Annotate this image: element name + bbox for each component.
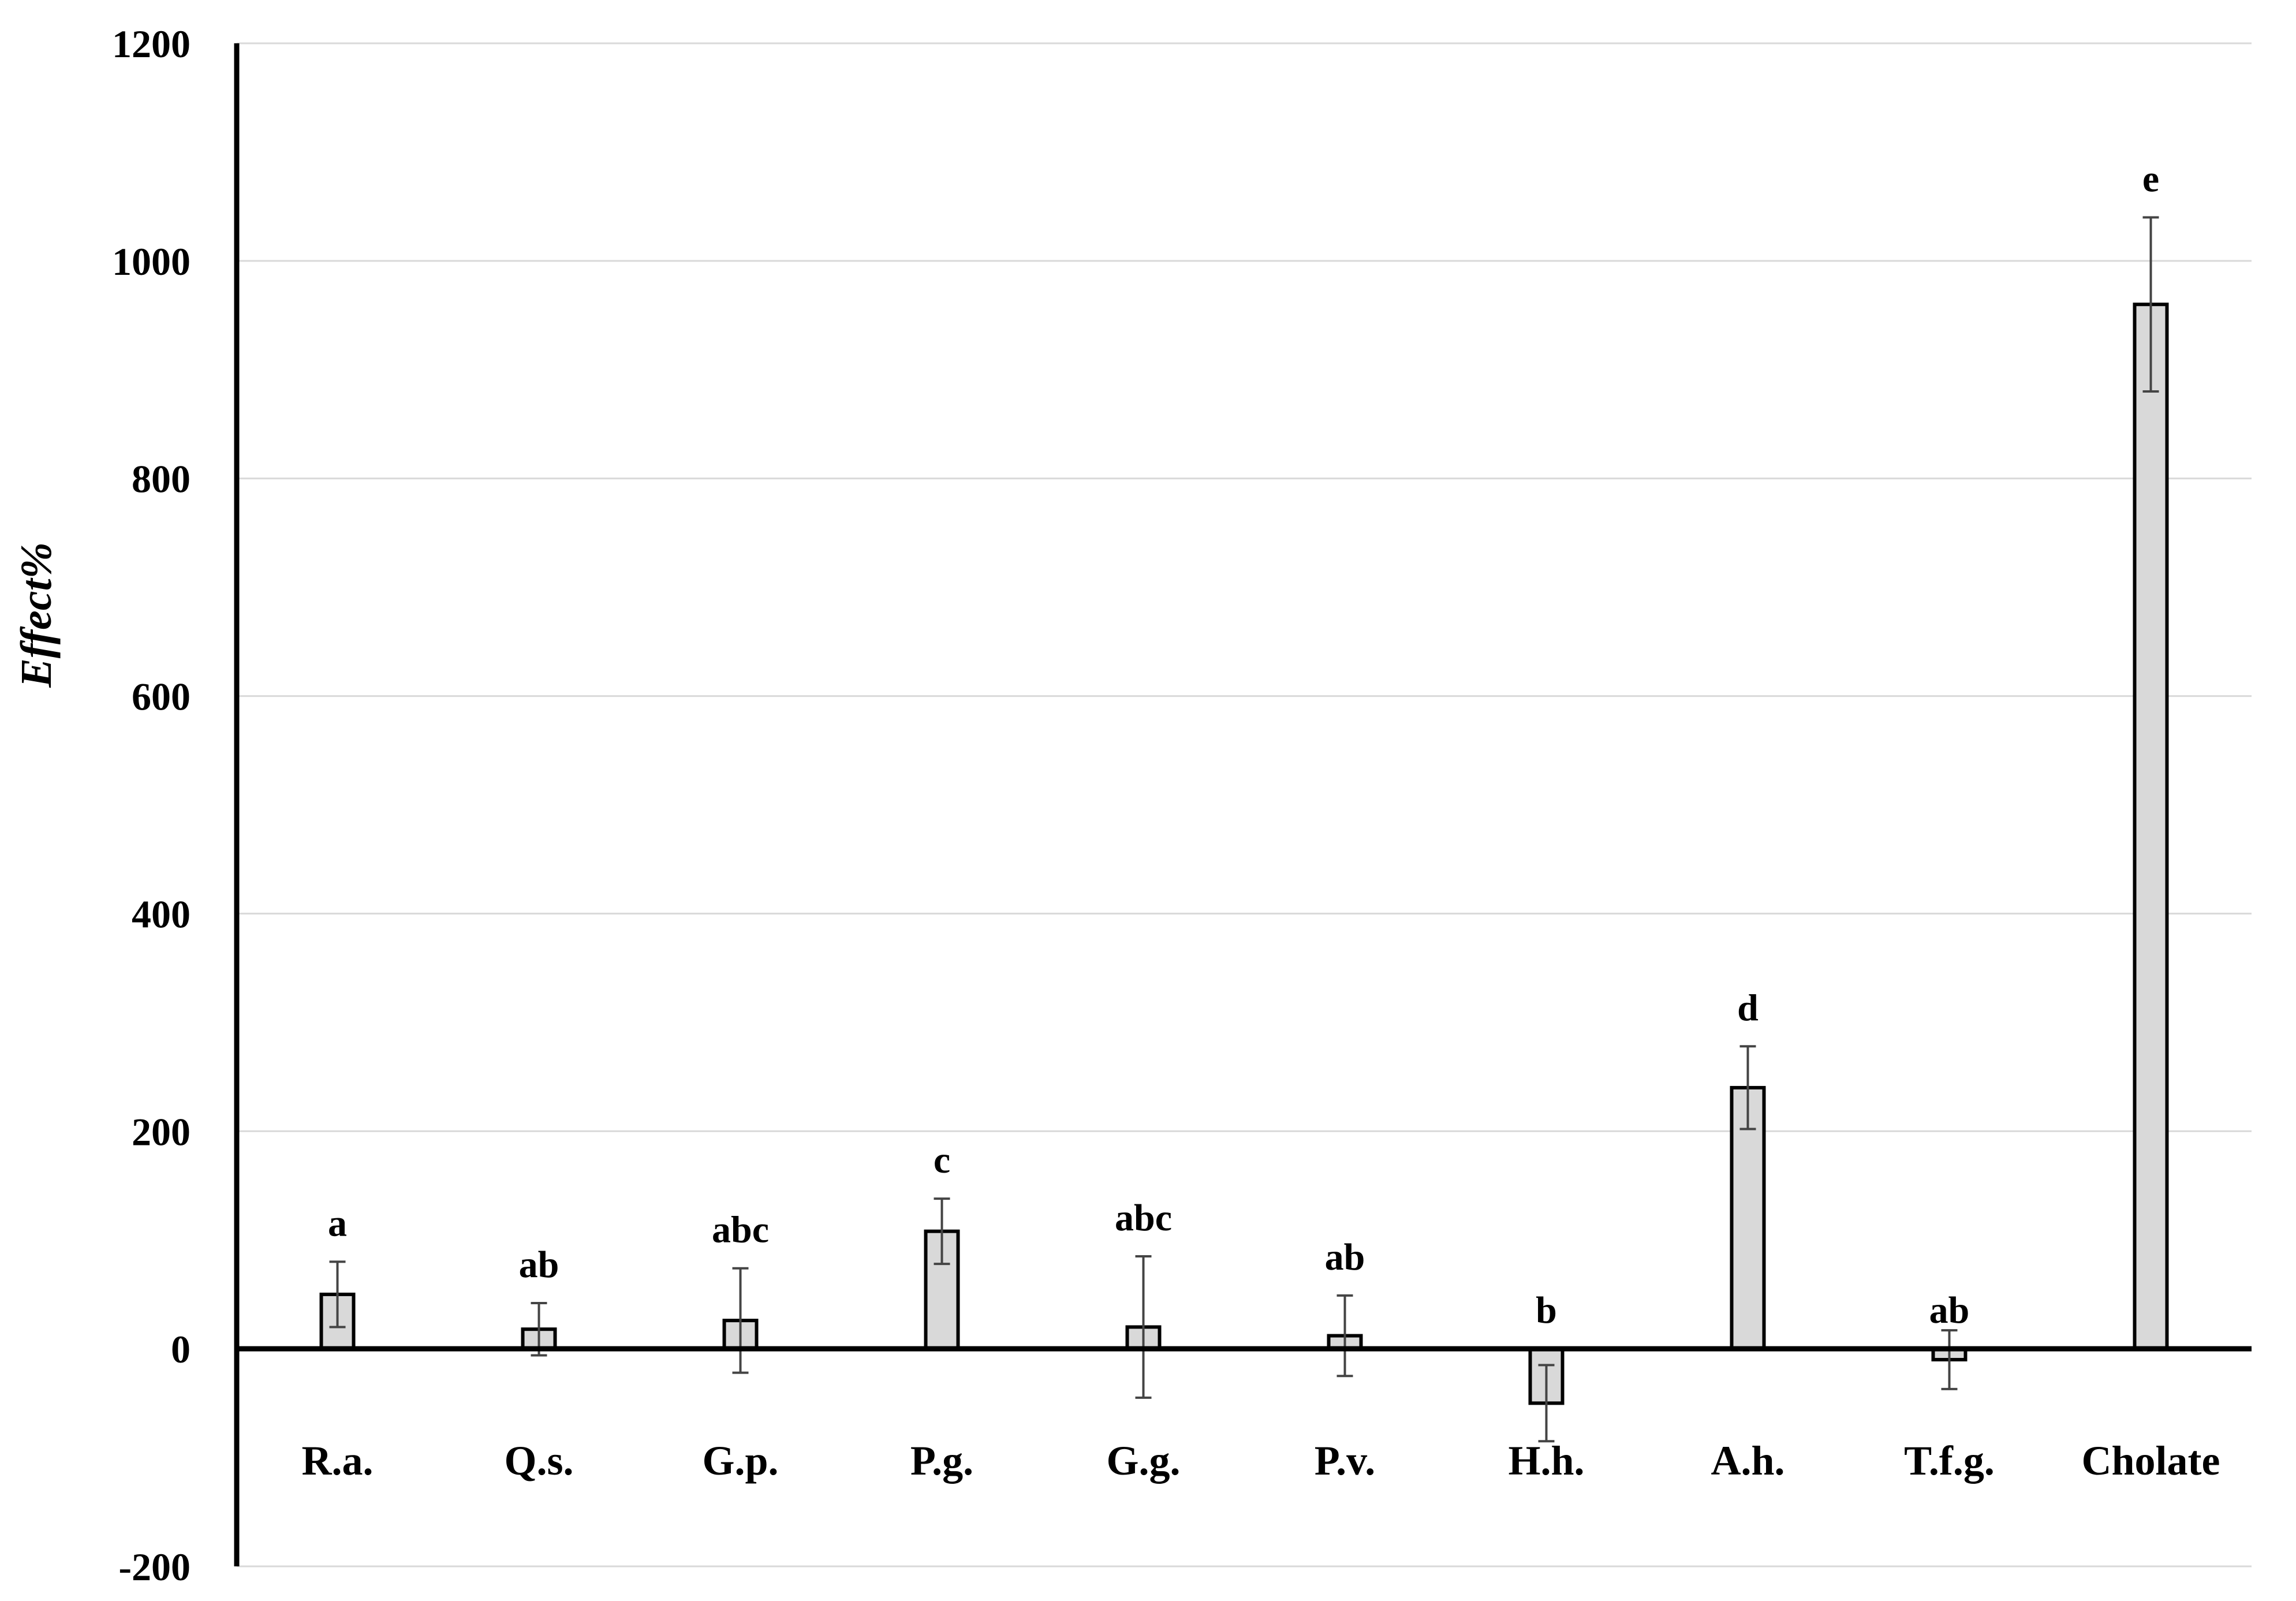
significance-label: ab [1929,1289,1970,1331]
significance-label: b [1536,1289,1557,1331]
y-tick-label: 1200 [112,22,191,66]
significance-label: c [934,1139,950,1181]
y-tick-label: 200 [132,1110,191,1154]
y-tick-label: 1000 [112,240,191,283]
significance-label: abc [1115,1197,1172,1239]
significance-labels: a ab abc c abc ab b d ab e [328,158,2159,1331]
bars [319,303,2169,1405]
bar [1730,1085,1766,1351]
category-label: P.g. [910,1438,973,1484]
category-label: Cholate [2082,1438,2220,1484]
category-labels: R.a. Q.s. G.p. P.g. G.g. P.v. H.h. A.h. T.f.g. Ch… [302,1438,2220,1484]
bar [2133,303,2169,1351]
significance-label: d [1737,987,1759,1029]
y-tick-label: 800 [132,457,191,501]
y-tick-label: 0 [171,1327,191,1371]
significance-label: e [2142,158,2159,200]
y-tick-label: 400 [132,892,191,936]
significance-label: abc [712,1209,769,1251]
significance-label: a [328,1202,347,1244]
y-tick-label: -200 [118,1545,191,1589]
significance-label: ab [1325,1236,1365,1278]
category-label: G.p. [702,1438,778,1484]
category-label: T.f.g. [1904,1438,1995,1484]
category-label: A.h. [1711,1438,1784,1484]
category-label: R.a. [302,1438,374,1484]
category-label: H.h. [1508,1438,1584,1484]
y-tick-labels: -200 0 200 400 600 800 1000 1200 [112,22,191,1589]
gridlines [237,42,2252,1568]
y-tick-label: 600 [132,675,191,719]
category-label: G.g. [1106,1438,1180,1484]
error-bars [329,216,2159,1443]
category-label: P.v. [1315,1438,1375,1484]
y-axis-title: Effect% [12,542,61,688]
significance-label: ab [519,1244,559,1286]
axes [234,43,2252,1566]
category-label: Q.s. [504,1438,573,1484]
